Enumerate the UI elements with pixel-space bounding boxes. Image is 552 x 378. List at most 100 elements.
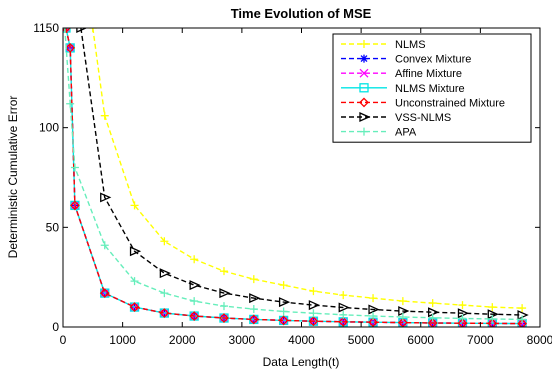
data-point-marker xyxy=(398,297,407,306)
data-point-marker xyxy=(517,318,528,327)
data-point-marker xyxy=(360,40,368,48)
x-axis: 0 1000 2000 3000 4000 5000 6000 7000 8000 xyxy=(60,28,552,347)
series-nlms xyxy=(88,28,527,313)
data-point-marker xyxy=(308,300,321,311)
series-line xyxy=(92,28,523,309)
data-point-marker xyxy=(458,301,467,310)
legend-label: APA xyxy=(395,127,417,139)
data-point-marker xyxy=(368,317,378,327)
series-apa xyxy=(63,28,527,324)
data-point-marker xyxy=(66,99,75,108)
x-tick-label: 8000 xyxy=(527,333,552,347)
legend-label: VSS-NLMS xyxy=(395,112,451,124)
legend-entry: APA xyxy=(341,127,417,139)
data-point-marker xyxy=(70,163,79,172)
x-tick-label: 4000 xyxy=(288,333,315,347)
data-point-marker xyxy=(308,316,319,327)
data-point-marker xyxy=(398,313,407,322)
legend-entry: NLMS Mixture xyxy=(341,83,465,95)
data-point-marker xyxy=(249,275,258,284)
data-point-marker xyxy=(190,297,199,306)
series-unconstrained-mixture xyxy=(63,28,528,327)
data-point-marker xyxy=(518,304,527,313)
data-point-marker xyxy=(129,246,142,257)
data-point-marker xyxy=(100,192,112,203)
legend-label: Convex Mixture xyxy=(395,54,471,66)
y-tick-label: 50 xyxy=(46,220,60,234)
x-tick-label: 7000 xyxy=(467,333,494,347)
y-tick-label: 100 xyxy=(39,121,59,135)
data-point-marker xyxy=(190,255,199,264)
data-point-marker xyxy=(160,237,169,246)
data-point-marker xyxy=(368,304,380,315)
data-point-marker xyxy=(130,277,139,286)
data-point-marker xyxy=(130,201,139,210)
data-point-marker xyxy=(88,28,97,32)
data-point-marker xyxy=(428,299,437,308)
data-point-marker xyxy=(189,280,201,291)
data-point-marker xyxy=(359,68,369,78)
data-point-marker xyxy=(488,303,497,312)
legend-entry: Affine Mixture xyxy=(341,68,462,80)
y-axis: 0 50 100 1150 xyxy=(33,21,540,334)
data-point-marker xyxy=(369,294,378,303)
data-point-marker xyxy=(458,314,467,323)
chart-title: Time Evolution of MSE xyxy=(231,6,372,21)
x-tick-label: 0 xyxy=(60,333,67,347)
data-point-marker xyxy=(278,297,291,308)
x-tick-label: 1000 xyxy=(109,333,136,347)
data-point-marker xyxy=(70,200,80,211)
legend-entry: NLMS xyxy=(341,39,426,51)
data-point-marker xyxy=(99,288,110,299)
data-point-marker xyxy=(338,316,349,327)
legend-entry: Unconstrained Mixture xyxy=(341,97,505,109)
x-tick-label: 3000 xyxy=(229,333,256,347)
data-point-marker xyxy=(63,28,71,33)
data-point-marker xyxy=(100,241,109,250)
data-point-marker xyxy=(359,83,369,93)
series-line xyxy=(80,28,523,316)
x-axis-title: Data Length(t) xyxy=(263,355,340,369)
y-tick-label: 0 xyxy=(52,320,59,334)
legend: NLMS Convex Mixture Affine Mixture NLMS Mix… xyxy=(332,33,532,143)
data-point-marker xyxy=(159,308,170,318)
x-tick-label: 5000 xyxy=(348,333,375,347)
data-point-marker xyxy=(189,311,200,321)
legend-label: NLMS xyxy=(395,39,426,51)
legend-label: Affine Mixture xyxy=(395,68,462,80)
data-point-marker xyxy=(76,28,88,34)
data-point-marker xyxy=(360,54,368,63)
data-point-marker xyxy=(338,302,350,313)
data-point-marker xyxy=(339,291,348,300)
data-point-marker xyxy=(63,28,69,32)
data-point-marker xyxy=(248,314,259,325)
data-point-marker xyxy=(309,309,318,318)
data-point-marker xyxy=(517,319,527,327)
data-point-marker xyxy=(100,111,109,120)
series-line xyxy=(64,28,523,321)
data-point-marker xyxy=(129,302,140,312)
data-point-marker xyxy=(65,43,76,53)
data-point-marker xyxy=(359,111,371,123)
data-point-marker xyxy=(279,307,288,316)
data-point-marker xyxy=(219,267,228,276)
legend-label: NLMS Mixture xyxy=(395,83,465,95)
x-tick-label: 6000 xyxy=(407,333,434,347)
series-line xyxy=(65,28,523,325)
data-point-marker xyxy=(249,293,261,304)
legend-entry: Convex Mixture xyxy=(341,54,471,66)
y-axis-title: Deterministic Cumulative Error xyxy=(6,96,20,259)
data-point-marker xyxy=(487,318,498,327)
data-point-marker xyxy=(359,97,369,108)
data-point-marker xyxy=(159,268,171,279)
legend-entry: VSS-NLMS xyxy=(341,111,451,124)
data-point-marker xyxy=(428,313,437,322)
data-point-marker xyxy=(219,302,228,311)
y-tick-label: 1150 xyxy=(33,21,59,35)
data-point-marker xyxy=(360,127,368,136)
data-point-marker xyxy=(249,305,258,314)
data-point-marker xyxy=(369,312,378,321)
data-point-marker xyxy=(279,281,288,290)
data-point-marker xyxy=(339,310,348,319)
